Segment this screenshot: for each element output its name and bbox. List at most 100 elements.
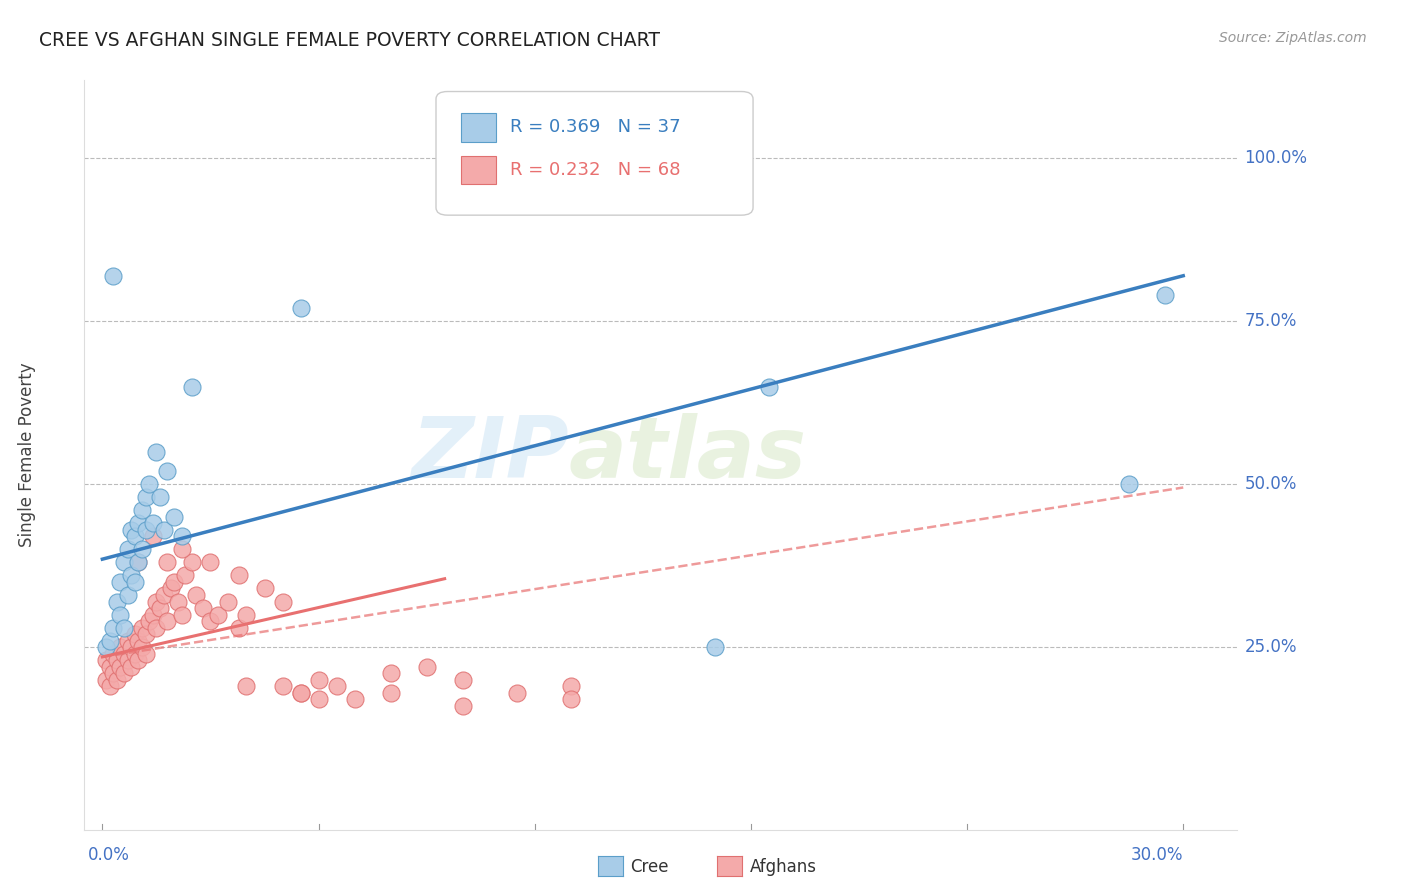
Point xyxy=(127,516,149,531)
Point xyxy=(343,692,366,706)
Point xyxy=(98,679,121,693)
Point xyxy=(160,582,183,596)
Text: 75.0%: 75.0% xyxy=(1244,312,1296,330)
Point xyxy=(103,268,124,283)
Point xyxy=(138,614,160,628)
Point xyxy=(145,444,167,458)
Point xyxy=(228,621,250,635)
Point xyxy=(142,516,165,531)
Point xyxy=(110,607,132,622)
Text: Cree: Cree xyxy=(630,858,668,876)
Text: 0.0%: 0.0% xyxy=(89,846,129,863)
Point xyxy=(117,653,139,667)
Point xyxy=(181,379,204,393)
Point xyxy=(135,490,157,504)
Point xyxy=(218,594,240,608)
Point xyxy=(290,301,312,316)
Point xyxy=(290,686,312,700)
Point xyxy=(1118,477,1140,491)
Point xyxy=(207,607,229,622)
Text: 25.0%: 25.0% xyxy=(1244,638,1296,657)
Point xyxy=(131,621,153,635)
Point xyxy=(380,666,402,681)
Text: atlas: atlas xyxy=(568,413,807,497)
Point xyxy=(105,653,128,667)
Point xyxy=(124,627,146,641)
Point xyxy=(170,607,193,622)
Point xyxy=(124,647,146,661)
Text: Source: ZipAtlas.com: Source: ZipAtlas.com xyxy=(1219,31,1367,45)
Point xyxy=(152,523,174,537)
Point xyxy=(451,673,474,687)
Point xyxy=(451,698,474,713)
Point xyxy=(235,679,257,693)
Point xyxy=(131,503,153,517)
Point xyxy=(142,607,165,622)
Point xyxy=(308,692,330,706)
Point xyxy=(156,614,179,628)
Point xyxy=(758,379,780,393)
Text: 100.0%: 100.0% xyxy=(1244,150,1308,168)
Point xyxy=(167,594,190,608)
Point xyxy=(506,686,529,700)
Point xyxy=(560,679,582,693)
Point xyxy=(135,523,157,537)
Point xyxy=(124,574,146,589)
Point xyxy=(200,556,222,570)
Point xyxy=(127,653,149,667)
Point xyxy=(200,614,222,628)
Point xyxy=(131,640,153,654)
Point xyxy=(271,679,294,693)
Point xyxy=(138,477,160,491)
Point xyxy=(127,633,149,648)
Point xyxy=(103,647,124,661)
Point xyxy=(184,588,207,602)
Point xyxy=(163,574,186,589)
Point xyxy=(170,542,193,557)
Point xyxy=(124,529,146,543)
Point xyxy=(103,621,124,635)
Point xyxy=(120,568,142,582)
Text: 30.0%: 30.0% xyxy=(1130,846,1184,863)
Point xyxy=(156,464,179,478)
Point xyxy=(110,640,132,654)
Point xyxy=(145,621,167,635)
Point xyxy=(105,673,128,687)
Text: Single Female Poverty: Single Female Poverty xyxy=(18,363,35,547)
Point xyxy=(112,647,135,661)
Text: CREE VS AFGHAN SINGLE FEMALE POVERTY CORRELATION CHART: CREE VS AFGHAN SINGLE FEMALE POVERTY COR… xyxy=(39,31,661,50)
Point xyxy=(120,659,142,673)
Point xyxy=(163,509,186,524)
Point xyxy=(325,679,347,693)
Point xyxy=(271,594,294,608)
Point xyxy=(415,659,437,673)
Point xyxy=(112,556,135,570)
Point xyxy=(110,659,132,673)
Text: R = 0.369   N = 37: R = 0.369 N = 37 xyxy=(510,119,681,136)
Text: 50.0%: 50.0% xyxy=(1244,475,1296,493)
Point xyxy=(110,574,132,589)
Point xyxy=(253,582,276,596)
Point xyxy=(94,653,117,667)
Point xyxy=(117,588,139,602)
Point xyxy=(103,666,124,681)
Point xyxy=(105,594,128,608)
Point xyxy=(135,627,157,641)
Point xyxy=(120,640,142,654)
Point xyxy=(290,686,312,700)
Point xyxy=(98,659,121,673)
Point xyxy=(152,588,174,602)
Point xyxy=(308,673,330,687)
Point xyxy=(94,640,117,654)
Point xyxy=(181,556,204,570)
Point xyxy=(135,647,157,661)
Point xyxy=(131,542,153,557)
Point xyxy=(112,621,135,635)
Point xyxy=(193,601,215,615)
Point xyxy=(127,556,149,570)
Point xyxy=(117,633,139,648)
FancyBboxPatch shape xyxy=(436,92,754,215)
Point xyxy=(1154,288,1177,302)
Point xyxy=(235,607,257,622)
Point xyxy=(170,529,193,543)
